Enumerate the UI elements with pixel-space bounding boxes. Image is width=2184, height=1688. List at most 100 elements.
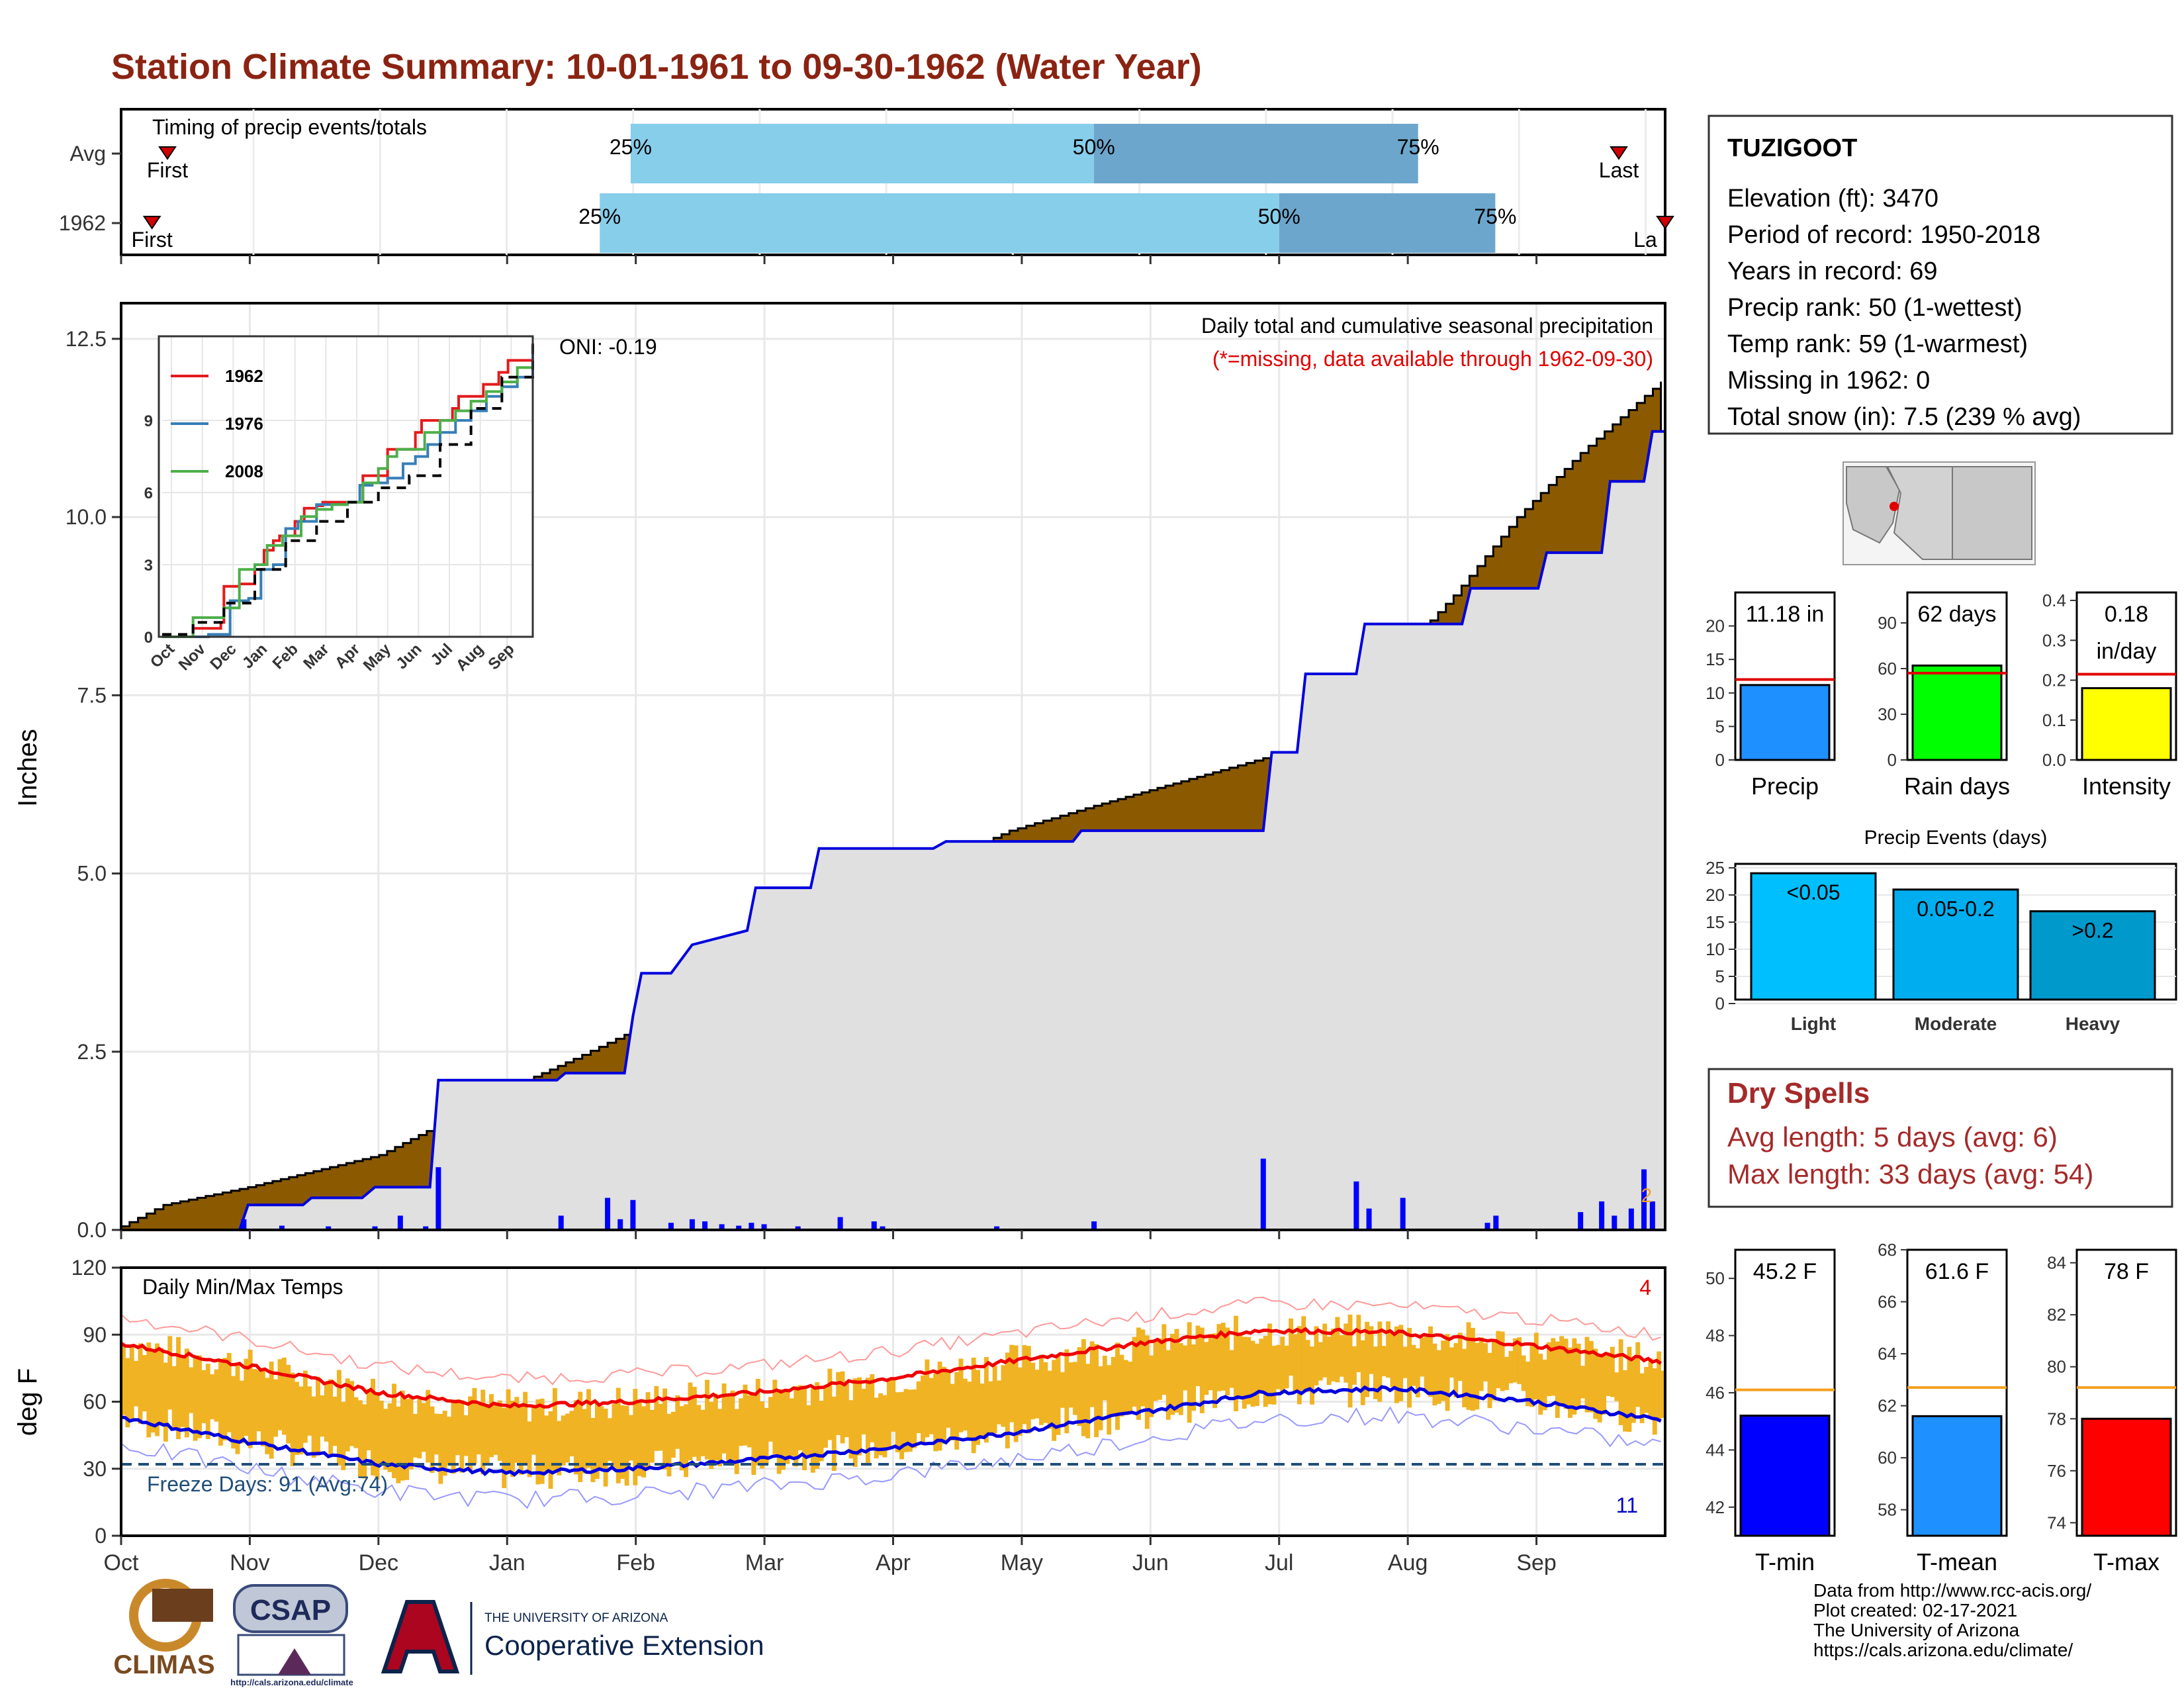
temp-range-bar [1149, 1355, 1154, 1417]
temp-range-bar [1449, 1347, 1454, 1378]
temp-range-bar [781, 1391, 786, 1470]
temp-range-bar [239, 1380, 244, 1444]
daily-precip-bar [1484, 1223, 1490, 1230]
timing-row-label: Avg [69, 142, 106, 165]
footer-text: Data from http://www.rcc-acis.org/Plot c… [1813, 1581, 2091, 1660]
temp-ylabel: deg F [13, 1368, 42, 1436]
csap-url: http://cals.arizona.edu/climate [230, 1677, 353, 1687]
temp-range-bar [739, 1398, 744, 1446]
intensity_box-ytick-label: 0.2 [2042, 671, 2066, 690]
temp-range-bar [1487, 1352, 1492, 1409]
raindays_box-ytick-label: 0 [1888, 750, 1897, 770]
temp-range-bar [459, 1400, 465, 1473]
temp-range-bar [134, 1360, 139, 1407]
daily-precip-bar [1353, 1181, 1359, 1230]
temp-range-bar [794, 1386, 799, 1467]
temp-range-bar [1432, 1343, 1437, 1406]
footer-line: The University of Arizona [1813, 1620, 2020, 1640]
temp-range-bar [1483, 1343, 1488, 1382]
tmean_box-ytick-label: 58 [1878, 1500, 1897, 1520]
temp-range-bar [349, 1381, 355, 1446]
temp-range-bar [789, 1398, 794, 1456]
temp-range-bar [645, 1392, 651, 1468]
temp-range-bar [578, 1391, 583, 1482]
events-ytick-label: 25 [1706, 858, 1725, 878]
temp-range-bar [933, 1373, 938, 1452]
temp-range-bar [171, 1366, 177, 1429]
timing-bar-early [600, 193, 1279, 253]
month-label: Feb [616, 1550, 655, 1575]
precip-ytick-label: 7.5 [77, 683, 107, 707]
temp-range-bar [649, 1409, 655, 1463]
temp-range-bar [1064, 1349, 1069, 1434]
temp-range-bar [387, 1403, 392, 1472]
precip-ytick-label: 2.5 [77, 1040, 107, 1064]
temp-range-bar [1280, 1336, 1285, 1392]
temp-range-bar [413, 1413, 418, 1458]
raindays_box-bar [1911, 664, 2003, 761]
temp-range-bar [1208, 1334, 1213, 1391]
temp-range-bar [433, 1413, 439, 1455]
temp-range-bar [539, 1398, 545, 1484]
timing-pct-label: 50% [1073, 135, 1115, 159]
temp-range-bar [451, 1402, 456, 1474]
temp-range-bar [447, 1417, 452, 1466]
temp-range-bar [417, 1398, 422, 1459]
temp-range-bar [599, 1406, 604, 1470]
temp-range-bar [590, 1418, 596, 1483]
temp-range-bar [1018, 1367, 1023, 1436]
temp-range-bar [273, 1379, 278, 1437]
temp-range-bar [408, 1396, 414, 1470]
temp-range-bar [569, 1411, 574, 1456]
tmax_box-ytick-label: 78 [2047, 1409, 2066, 1429]
tmean_box-ytick-label: 66 [1878, 1292, 1897, 1312]
temp-range-bar [1610, 1346, 1615, 1397]
inset-ytick-label: 3 [144, 557, 153, 575]
temp-range-bar [1339, 1335, 1344, 1377]
temp-range-bar [476, 1404, 481, 1455]
temp-range-bar [760, 1401, 765, 1469]
precip_box-ytick-label: 0 [1715, 750, 1725, 770]
temp-range-bar [1144, 1335, 1150, 1429]
ua-small-text: THE UNIVERSITY OF ARIZONA [484, 1611, 668, 1625]
timing-pct-label: 75% [1397, 135, 1439, 159]
temp-range-bar [1165, 1350, 1171, 1420]
timing-bar-late [1279, 193, 1496, 253]
temp-range-bar [1462, 1348, 1467, 1407]
temp-range-bar [366, 1389, 371, 1450]
tmin_box-ytick-label: 42 [1706, 1497, 1725, 1517]
record-max-line [120, 1296, 1661, 1385]
temp-range-bar [967, 1382, 972, 1440]
temp-range-bar [1098, 1366, 1103, 1430]
logos: CLIMAS CSAP http://cals.arizona.edu/climat… [113, 1579, 764, 1687]
temp-range-bar [1246, 1336, 1251, 1405]
temp-range-bar [1533, 1333, 1539, 1399]
daily-precip-bar [871, 1221, 877, 1230]
temp-range-bar [345, 1378, 350, 1452]
temp-range-bar [1547, 1342, 1551, 1397]
temp-title: Daily Min/Max Temps [142, 1275, 343, 1299]
temp-range-bar [641, 1406, 647, 1477]
temp-range-bar [865, 1378, 870, 1463]
tmin_box-ytick-label: 50 [1706, 1268, 1725, 1288]
temp-range-bar [840, 1371, 845, 1444]
temp-range-bar [426, 1389, 431, 1463]
temp-range-bar [281, 1357, 287, 1435]
temp-range-bar [159, 1348, 164, 1425]
temp-range-bar [1238, 1334, 1243, 1399]
temp-range-bar [1250, 1340, 1255, 1407]
temp-range-bar [565, 1413, 570, 1463]
temp-range-bar [1331, 1329, 1336, 1382]
ua-logo-icon [381, 1600, 460, 1673]
temp-range-bar [1263, 1336, 1268, 1407]
temp-range-bar [235, 1365, 240, 1454]
temp-range-bar [692, 1387, 697, 1457]
temp-range-bar [298, 1386, 304, 1455]
tmean_box-ytick-label: 68 [1878, 1240, 1897, 1260]
ua-big-text: Cooperative Extension [484, 1630, 764, 1661]
temp-range-bar [705, 1380, 709, 1460]
temp-range-bar [852, 1378, 858, 1467]
temp-range-bar [937, 1361, 942, 1451]
timing-last-label: Last [1599, 158, 1639, 182]
temp-range-bar [353, 1397, 359, 1448]
